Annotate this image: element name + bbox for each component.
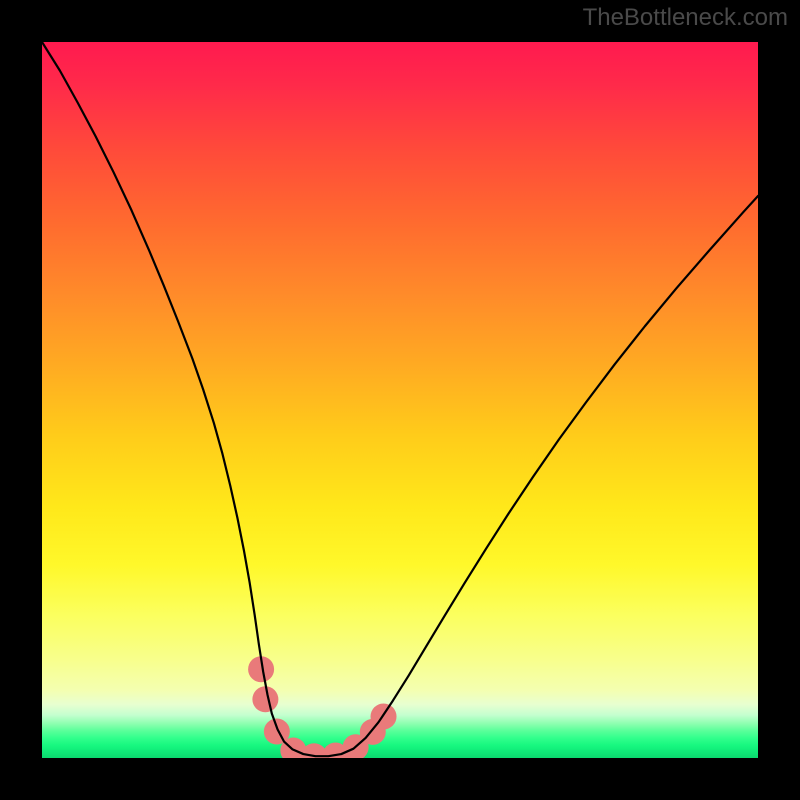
bottleneck-chart-root: TheBottleneck.com xyxy=(0,0,800,800)
chart-svg xyxy=(0,0,800,800)
bottleneck-marker xyxy=(252,686,278,712)
plot-gradient-background xyxy=(42,42,758,758)
watermark-text: TheBottleneck.com xyxy=(583,4,788,32)
